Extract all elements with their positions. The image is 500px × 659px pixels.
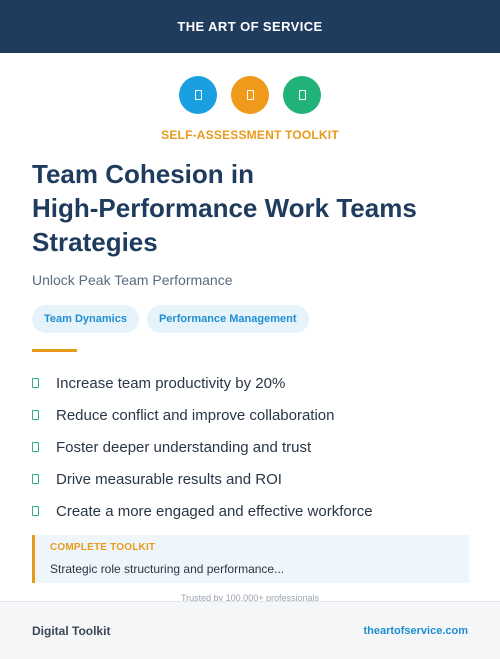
subtitle: Unlock Peak Team Performance [32,272,233,288]
check-icon [32,378,39,388]
accent-divider [32,349,77,352]
brand-name: THE ART OF SERVICE [177,19,323,34]
list-item: Reduce conflict and improve collaboratio… [32,399,373,431]
blue-icon [179,76,217,114]
benefit-text: Drive measurable results and ROI [56,470,282,488]
green-icon [283,76,321,114]
check-icon [32,442,39,452]
benefit-text: Reduce conflict and improve collaboratio… [56,406,335,424]
icon-row [0,76,500,114]
benefit-text: Create a more engaged and effective work… [56,502,373,520]
website-link[interactable]: theartofservice.com [363,624,468,637]
benefit-text: Foster deeper understanding and trust [56,438,312,456]
page-title: Team Cohesion in High-Performance Work T… [32,157,472,259]
list-item: Foster deeper understanding and trust [32,431,373,463]
header-bar: THE ART OF SERVICE [0,0,500,53]
title-line-2: High-Performance Work Teams [32,193,417,223]
toolkit-callout: COMPLETE TOOLKIT Strategic role structur… [32,535,469,583]
tag-team-dynamics: Team Dynamics [32,305,139,333]
trust-line: Trusted by 100,000+ professionals [180,593,319,601]
footer-label: Digital Toolkit [32,623,111,638]
orange-icon [231,76,269,114]
list-item: Drive measurable results and ROI [32,463,373,495]
toolkit-kicker: SELF-ASSESSMENT TOOLKIT [161,128,339,142]
title-line-1: Team Cohesion in [32,159,254,189]
check-icon [32,410,39,420]
benefit-text: Increase team productivity by 20% [56,374,286,392]
title-line-3: Strategies [32,227,158,257]
tag-list: Team Dynamics Performance Management [32,305,309,333]
callout-text: Strategic role structuring and performan… [50,562,285,576]
benefit-list: Increase team productivity by 20% Reduce… [32,367,373,527]
list-item: Increase team productivity by 20% [32,367,373,399]
footer-bar: Digital Toolkit theartofservice.com [0,601,500,659]
tag-performance-management: Performance Management [146,305,309,333]
check-icon [32,506,39,516]
list-item: Create a more engaged and effective work… [32,495,373,527]
callout-label: COMPLETE TOOLKIT [50,542,156,553]
check-icon [32,474,39,484]
